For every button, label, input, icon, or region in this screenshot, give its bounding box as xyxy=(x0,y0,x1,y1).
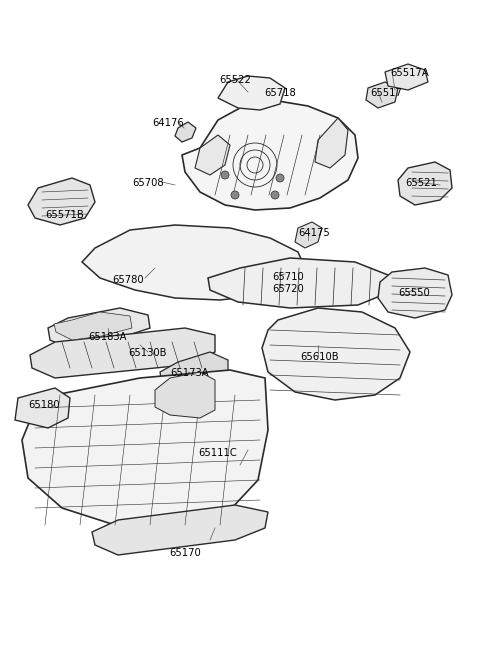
Text: 65720: 65720 xyxy=(272,284,304,294)
Polygon shape xyxy=(262,308,410,400)
Polygon shape xyxy=(160,352,228,395)
Text: 65111C: 65111C xyxy=(198,448,237,458)
Polygon shape xyxy=(22,370,268,525)
Polygon shape xyxy=(82,225,305,300)
Polygon shape xyxy=(398,162,452,205)
Text: 65571B: 65571B xyxy=(45,210,84,220)
Text: 65517A: 65517A xyxy=(390,68,429,78)
Polygon shape xyxy=(155,372,215,418)
Polygon shape xyxy=(175,122,196,142)
Text: 65522: 65522 xyxy=(219,75,251,85)
Polygon shape xyxy=(385,64,428,90)
Polygon shape xyxy=(315,118,348,168)
Text: 64175: 64175 xyxy=(298,228,330,238)
Polygon shape xyxy=(295,222,322,248)
Text: 64176: 64176 xyxy=(152,118,184,128)
Text: 65780: 65780 xyxy=(112,275,144,285)
Polygon shape xyxy=(195,135,230,175)
Text: 65517: 65517 xyxy=(370,88,402,98)
Text: 65180: 65180 xyxy=(28,400,60,410)
Text: 65170: 65170 xyxy=(169,548,201,558)
Text: 65173A: 65173A xyxy=(170,368,209,378)
Polygon shape xyxy=(218,76,285,110)
Circle shape xyxy=(271,191,279,199)
Polygon shape xyxy=(208,258,390,308)
Circle shape xyxy=(276,174,284,182)
Text: 65710: 65710 xyxy=(272,272,304,282)
Polygon shape xyxy=(30,328,215,378)
Text: 65130B: 65130B xyxy=(128,348,167,358)
Text: 65521: 65521 xyxy=(405,178,437,188)
Polygon shape xyxy=(366,82,398,108)
Polygon shape xyxy=(92,505,268,555)
Text: 65718: 65718 xyxy=(264,88,296,98)
Polygon shape xyxy=(378,268,452,318)
Text: 65708: 65708 xyxy=(132,178,164,188)
Text: 65550: 65550 xyxy=(398,288,430,298)
Text: 65610B: 65610B xyxy=(300,352,338,362)
Polygon shape xyxy=(28,178,95,225)
Text: 65183A: 65183A xyxy=(88,332,127,342)
Circle shape xyxy=(231,191,239,199)
Polygon shape xyxy=(15,388,70,428)
Polygon shape xyxy=(182,100,358,210)
Circle shape xyxy=(221,171,229,179)
Polygon shape xyxy=(54,312,132,340)
Polygon shape xyxy=(48,308,150,348)
